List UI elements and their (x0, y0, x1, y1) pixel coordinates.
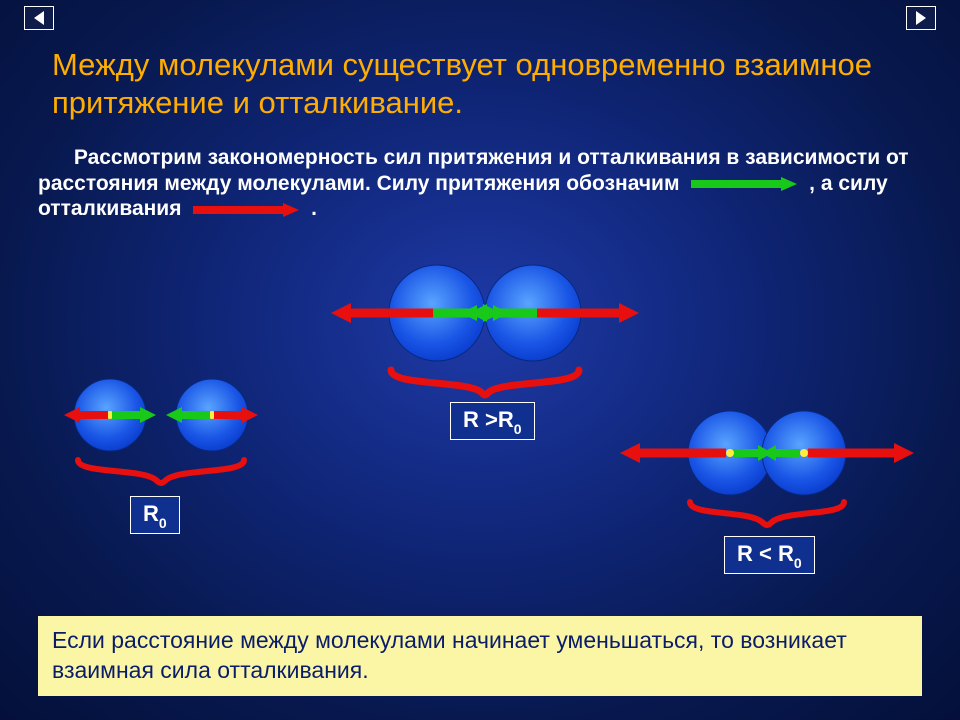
chevron-right-icon (916, 11, 926, 25)
chevron-left-icon (34, 11, 44, 25)
diagram-less (580, 398, 940, 543)
label-greater: R >R0 (450, 402, 535, 440)
nav-next[interactable] (906, 6, 936, 30)
attraction-arrow-icon (689, 176, 799, 192)
slide-title: Между молекулами существует одновременно… (52, 46, 922, 122)
label-equal: R0 (130, 496, 180, 534)
intro-paragraph: Рассмотрим закономерность сил притяжения… (38, 145, 928, 222)
conclusion-box: Если расстояние между молекулами начинае… (38, 616, 922, 696)
diagram-greater (295, 258, 675, 413)
label-less: R < R0 (724, 536, 815, 574)
repulsion-arrow-icon (191, 202, 301, 218)
para-text-3: . (311, 197, 317, 220)
nav-prev[interactable] (24, 6, 54, 30)
diagram-equal (30, 370, 290, 505)
